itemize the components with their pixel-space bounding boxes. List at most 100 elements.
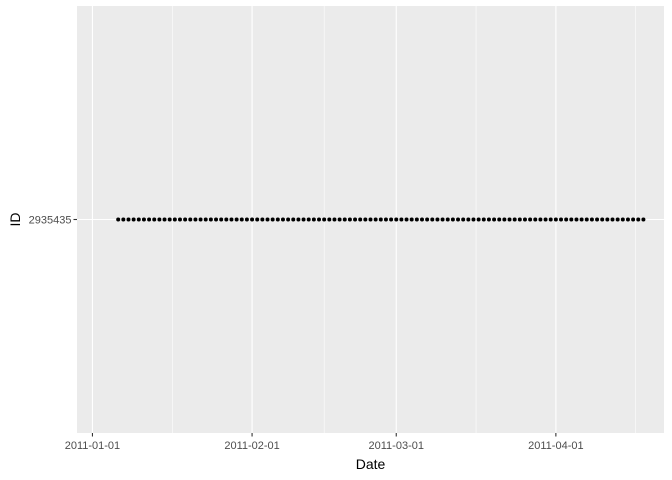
data-point xyxy=(425,217,430,222)
data-point xyxy=(152,217,157,222)
data-point xyxy=(481,217,486,222)
data-point xyxy=(250,217,255,222)
data-point xyxy=(409,217,414,222)
data-point xyxy=(620,217,625,222)
data-point xyxy=(440,217,445,222)
data-point xyxy=(131,217,136,222)
data-point xyxy=(224,217,229,222)
data-point xyxy=(625,217,630,222)
data-point xyxy=(198,217,203,222)
data-point xyxy=(564,217,569,222)
x-axis-title: Date xyxy=(356,456,386,472)
data-point xyxy=(332,217,337,222)
data-point xyxy=(239,217,244,222)
data-point xyxy=(507,217,512,222)
data-point xyxy=(569,217,574,222)
data-point xyxy=(538,217,543,222)
x-axis: 2011-01-01 2011-02-01 2011-03-01 2011-04-01 xyxy=(65,433,584,452)
data-point xyxy=(368,217,373,222)
data-point xyxy=(574,217,579,222)
data-point xyxy=(636,217,641,222)
data-point xyxy=(363,217,368,222)
x-tick-label: 2011-03-01 xyxy=(369,440,424,452)
x-tick-label: 2011-01-01 xyxy=(65,440,120,452)
data-point xyxy=(419,217,424,222)
data-point xyxy=(172,217,177,222)
data-point xyxy=(229,217,234,222)
data-point xyxy=(528,217,533,222)
data-point xyxy=(605,217,610,222)
y-axis-title: ID xyxy=(7,213,23,227)
data-point xyxy=(141,217,146,222)
data-point xyxy=(255,217,260,222)
data-point xyxy=(167,217,172,222)
data-point xyxy=(275,217,280,222)
x-tick-label: 2011-04-01 xyxy=(528,440,583,452)
data-point xyxy=(306,217,311,222)
data-point xyxy=(548,217,553,222)
data-point xyxy=(136,217,141,222)
data-point xyxy=(126,217,131,222)
data-point xyxy=(466,217,471,222)
y-tick-label: 2935435 xyxy=(29,215,72,227)
data-point xyxy=(476,217,481,222)
data-point xyxy=(517,217,522,222)
data-point xyxy=(399,217,404,222)
data-point xyxy=(600,217,605,222)
data-point xyxy=(610,217,615,222)
data-point xyxy=(471,217,476,222)
data-point xyxy=(121,217,126,222)
data-point xyxy=(543,217,548,222)
data-point xyxy=(404,217,409,222)
data-point xyxy=(183,217,188,222)
data-point xyxy=(270,217,275,222)
data-point xyxy=(378,217,383,222)
data-point xyxy=(435,217,440,222)
data-point xyxy=(358,217,363,222)
data-point xyxy=(193,217,198,222)
data-point xyxy=(265,217,270,222)
data-point xyxy=(373,217,378,222)
data-point xyxy=(157,217,162,222)
data-point xyxy=(116,217,121,222)
data-point xyxy=(260,217,265,222)
data-point xyxy=(559,217,564,222)
data-point xyxy=(214,217,219,222)
data-point xyxy=(147,217,152,222)
data-point xyxy=(553,217,558,222)
data-point xyxy=(430,217,435,222)
data-point xyxy=(631,217,636,222)
data-point xyxy=(342,217,347,222)
data-point xyxy=(414,217,419,222)
data-point xyxy=(291,217,296,222)
data-point xyxy=(389,217,394,222)
data-point xyxy=(208,217,213,222)
data-point xyxy=(188,217,193,222)
data-point xyxy=(641,217,646,222)
data-point xyxy=(244,217,249,222)
data-point xyxy=(445,217,450,222)
data-point xyxy=(311,217,316,222)
y-axis: 2935435 xyxy=(29,215,77,227)
data-point xyxy=(234,217,239,222)
data-point xyxy=(296,217,301,222)
data-point xyxy=(579,217,584,222)
points xyxy=(116,217,646,222)
data-point xyxy=(177,217,182,222)
data-point xyxy=(512,217,517,222)
data-point xyxy=(162,217,167,222)
data-point xyxy=(584,217,589,222)
data-point xyxy=(595,217,600,222)
x-tick-label: 2011-02-01 xyxy=(224,440,279,452)
data-point xyxy=(322,217,327,222)
data-point xyxy=(301,217,306,222)
data-point xyxy=(353,217,358,222)
data-point xyxy=(522,217,527,222)
data-point xyxy=(461,217,466,222)
data-point xyxy=(497,217,502,222)
data-point xyxy=(337,217,342,222)
data-point xyxy=(450,217,455,222)
data-point xyxy=(327,217,332,222)
data-point xyxy=(383,217,388,222)
